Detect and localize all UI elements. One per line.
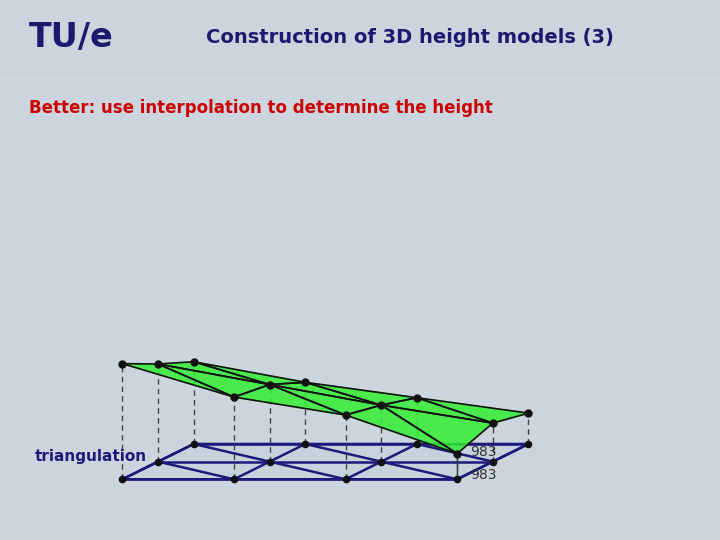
Text: TU/e: TU/e <box>29 22 114 55</box>
Polygon shape <box>346 405 457 454</box>
Polygon shape <box>382 398 492 423</box>
Polygon shape <box>194 362 305 384</box>
Polygon shape <box>158 362 269 384</box>
Polygon shape <box>382 405 492 454</box>
Text: 983: 983 <box>470 468 497 482</box>
Polygon shape <box>234 384 346 415</box>
Polygon shape <box>269 382 382 405</box>
Text: 983: 983 <box>470 446 497 460</box>
Polygon shape <box>417 398 528 423</box>
Polygon shape <box>305 382 417 405</box>
Polygon shape <box>158 364 269 397</box>
Text: Construction of 3D height models (3): Construction of 3D height models (3) <box>207 29 614 48</box>
Text: triangulation: triangulation <box>35 449 148 464</box>
Polygon shape <box>269 384 382 415</box>
Polygon shape <box>122 444 528 480</box>
Polygon shape <box>122 363 234 397</box>
Text: Better: use interpolation to determine the height: Better: use interpolation to determine t… <box>29 99 492 117</box>
